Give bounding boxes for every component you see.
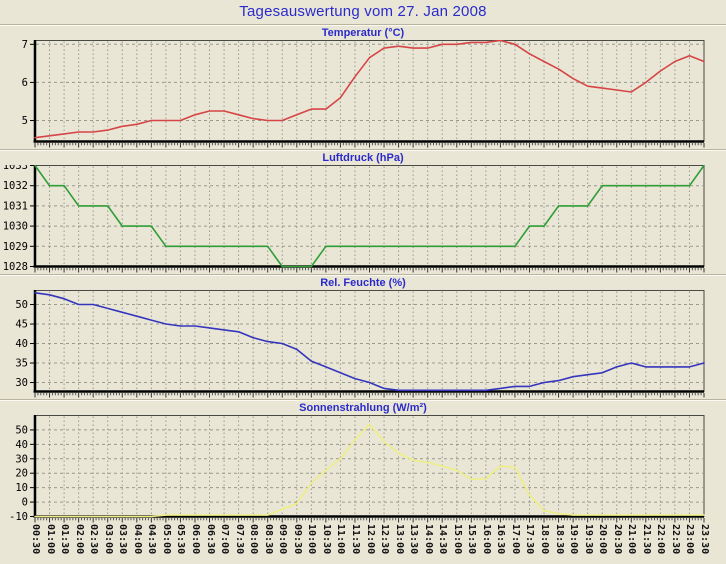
x-axis-label: 19:00 <box>568 524 580 555</box>
y-axis-label: 20 <box>15 468 28 480</box>
x-axis-label: 12:30 <box>379 524 391 555</box>
y-axis-label: 40 <box>15 439 28 451</box>
chart-sonnenstrahlung: Sonnenstrahlung (W/m²) -10 0 10 20 30 40 50 <box>0 401 726 523</box>
x-axis-label: 20:00 <box>597 524 609 555</box>
x-axis-label: 21:00 <box>626 524 638 555</box>
x-axis-label: 16:30 <box>495 524 507 555</box>
x-axis-label: 23:30 <box>699 524 710 555</box>
x-axis-label: 04:00 <box>131 524 143 555</box>
x-axis-label: 17:30 <box>524 524 536 555</box>
chart-title-luftdruck: Luftdruck (hPa) <box>322 152 404 164</box>
y-axis-label: 1033 <box>3 165 28 172</box>
x-axis-label: 01:30 <box>59 524 71 555</box>
x-axis-label: 16:00 <box>480 524 492 555</box>
x-axis-label: 15:30 <box>466 524 478 555</box>
x-axis-label: 10:00 <box>306 524 318 555</box>
divider-under-title <box>0 24 726 26</box>
x-axis-label: 02:00 <box>73 524 85 555</box>
series-line-2 <box>34 291 705 392</box>
chart-rel-feuchte: Rel. Feuchte (%) 30 35 40 45 50 <box>0 276 726 398</box>
divider-3 <box>0 399 726 401</box>
x-axis-label: 02:30 <box>88 524 100 555</box>
chart-title-temperatur: Temperatur (°C) <box>321 27 405 39</box>
temperatur-plot: 5 6 7 <box>22 40 705 148</box>
sonnenstrahlung-plot: -10 0 10 20 30 40 50 <box>9 415 705 523</box>
y-axis-label: 45 <box>15 319 28 331</box>
y-axis-label: 1029 <box>3 241 28 253</box>
x-axis-label: 13:00 <box>393 524 405 555</box>
x-axis-label: 23:00 <box>684 524 696 555</box>
y-axis-label: 50 <box>15 424 28 436</box>
series-line-3 <box>34 423 705 518</box>
x-axis-label: 10:30 <box>320 524 332 555</box>
y-axis-label: 0 <box>22 497 28 509</box>
x-axis-label: 04:30 <box>146 524 158 555</box>
x-axis-label: 14:30 <box>437 524 449 555</box>
chart-temperatur: Temperatur (°C) 5 6 7 <box>0 26 726 148</box>
y-axis-label: 10 <box>15 482 28 494</box>
x-axis-label: 06:00 <box>189 524 201 555</box>
x-axis-label: 03:00 <box>102 524 114 555</box>
x-axis-label: 08:00 <box>248 524 260 555</box>
x-axis-label: 22:30 <box>669 524 681 555</box>
series-line-0 <box>34 40 705 139</box>
x-axis-label: 09:30 <box>291 524 303 555</box>
divider-1 <box>0 149 726 151</box>
x-axis-label: 12:00 <box>364 524 376 555</box>
x-axis-label: 08:30 <box>262 524 274 555</box>
x-axis-label: 07:00 <box>219 524 231 555</box>
y-axis-label: 30 <box>15 377 28 389</box>
y-axis-label: 30 <box>15 453 28 465</box>
chart-luftdruck: Luftdruck (hPa) 1028 1029 1030 1031 1032 1033 <box>0 151 726 273</box>
series-line-1 <box>34 165 705 268</box>
y-axis-label: 1030 <box>3 221 28 233</box>
x-axis-label: 15:00 <box>451 524 463 555</box>
x-axis-label: 07:30 <box>233 524 245 555</box>
y-axis-label: -10 <box>9 511 28 523</box>
x-axis-label: 20:30 <box>611 524 623 555</box>
y-axis-label: 5 <box>22 115 28 127</box>
x-axis-label: 00:30 <box>30 524 41 555</box>
x-axis-label: 13:30 <box>408 524 420 555</box>
y-axis-label: 1031 <box>3 200 28 212</box>
y-axis-label: 1032 <box>3 180 28 192</box>
divider-2 <box>0 274 726 276</box>
x-axis-label: 18:00 <box>539 524 551 555</box>
y-axis-label: 50 <box>15 299 28 311</box>
y-axis-label: 35 <box>15 358 28 370</box>
x-axis-label: 19:30 <box>582 524 594 555</box>
y-axis-label: 1028 <box>3 261 28 273</box>
page-title: Tagesauswertung vom 27. Jan 2008 <box>239 3 487 20</box>
x-axis-label: 01:00 <box>44 524 56 555</box>
x-axis-label: 11:00 <box>335 524 347 555</box>
x-axis-label: 17:00 <box>509 524 521 555</box>
x-axis-label: 14:00 <box>422 524 434 555</box>
x-axis-label: 03:30 <box>117 524 129 555</box>
chart-title-rel-feuchte: Rel. Feuchte (%) <box>320 277 406 289</box>
x-axis-label: 22:00 <box>655 524 667 555</box>
x-axis-label: 05:30 <box>175 524 187 555</box>
y-axis-label: 6 <box>22 77 28 89</box>
x-axis-label: 21:30 <box>640 524 652 555</box>
rel-feuchte-plot: 30 35 40 45 50 <box>15 290 705 398</box>
x-axis-label: 05:00 <box>160 524 172 555</box>
x-axis-label: 09:00 <box>277 524 289 555</box>
luftdruck-plot: 1028 1029 1030 1031 1032 1033 <box>3 165 705 273</box>
y-axis-label: 40 <box>15 338 28 350</box>
x-axis-label: 18:30 <box>553 524 565 555</box>
y-axis-label: 7 <box>22 40 28 51</box>
chart-title-sonnenstrahlung: Sonnenstrahlung (W/m²) <box>299 402 427 414</box>
x-axis-label: 06:30 <box>204 524 216 555</box>
x-axis-label: 11:30 <box>349 524 361 555</box>
